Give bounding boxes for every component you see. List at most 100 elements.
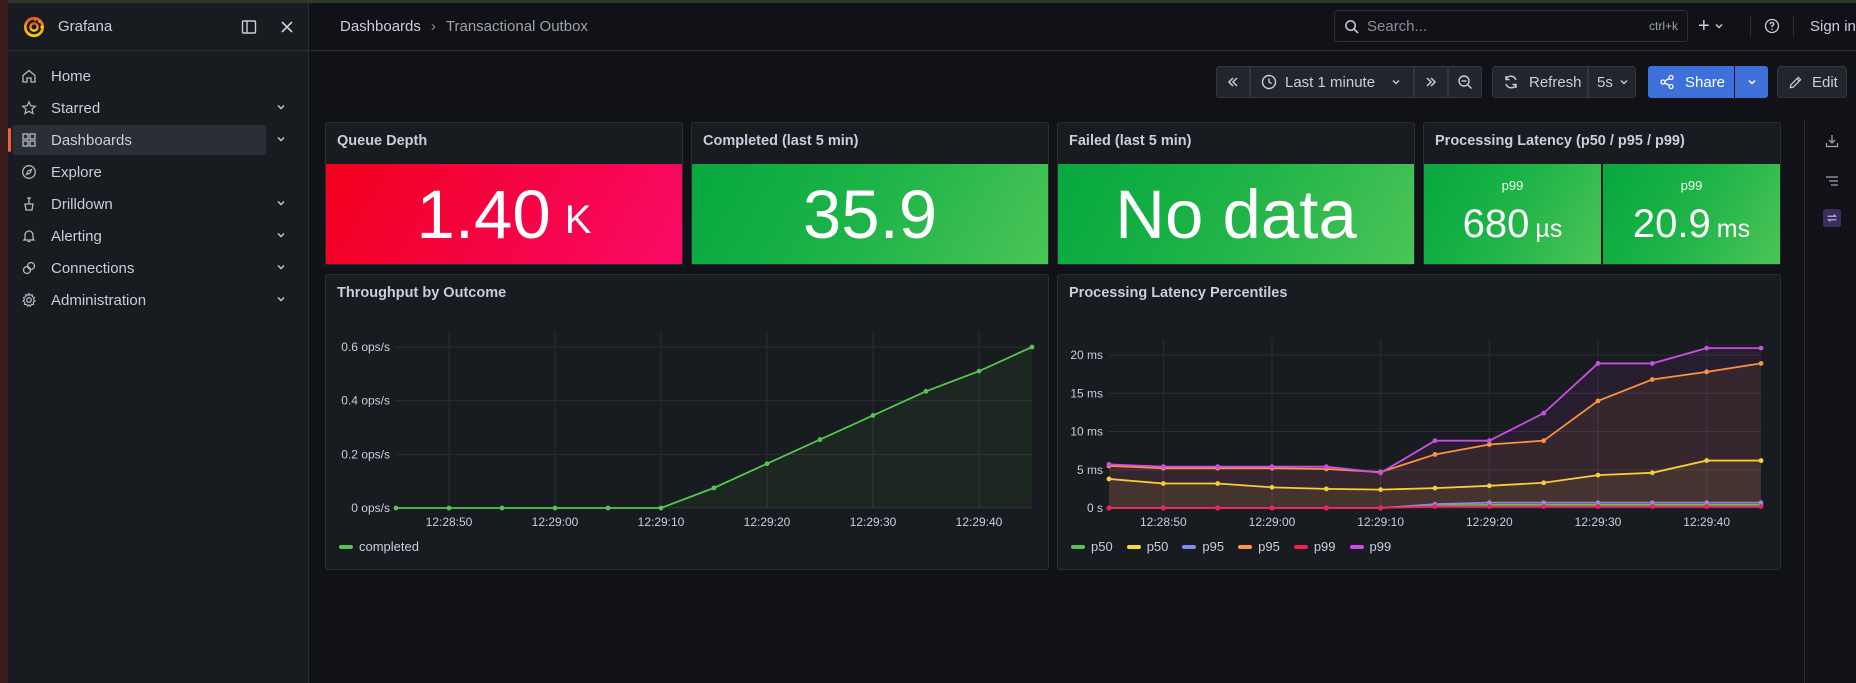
chevron-down-icon[interactable]: [274, 197, 288, 211]
close-icon[interactable]: [278, 18, 296, 36]
sidebar-item-label: Drilldown: [51, 195, 113, 213]
transform-icon[interactable]: [1823, 209, 1841, 227]
sidebar: Grafana Home Starred Dashboards Explore Dril…: [8, 3, 309, 683]
legend-swatch: [1293, 544, 1308, 549]
sidebar-item-drilldown[interactable]: Drilldown: [12, 189, 285, 219]
pencil-icon: [1789, 75, 1802, 88]
download-icon[interactable]: [1823, 132, 1841, 150]
sidebar-item-starred[interactable]: Starred: [12, 93, 285, 123]
window-top-border: [0, 0, 1856, 3]
data-point: [1432, 452, 1438, 457]
data-point: [1378, 487, 1384, 493]
outline-icon[interactable]: [1823, 172, 1841, 190]
dock-menu-icon[interactable]: [240, 18, 258, 36]
sidebar-item-dashboards[interactable]: Dashboards: [8, 125, 285, 155]
sidebar-item-alerting[interactable]: Alerting: [12, 221, 285, 251]
data-point: [1649, 470, 1655, 476]
data-point: [711, 485, 717, 491]
legend-label: p95: [1258, 539, 1280, 554]
legend-item[interactable]: completed: [339, 539, 419, 554]
legend-item[interactable]: p50: [1126, 539, 1168, 554]
queue-depth-panel: Queue Depth 1.40 K: [325, 122, 683, 265]
data-point: [1106, 476, 1112, 482]
data-point: [1595, 504, 1601, 509]
compass-icon: [20, 163, 38, 181]
data-point: [1378, 505, 1384, 511]
legend-item[interactable]: p99: [1293, 539, 1336, 554]
sidebar-item-label: Administration: [51, 291, 147, 309]
chevron-down-icon[interactable]: [274, 229, 288, 243]
stat-unit: K: [564, 197, 592, 242]
grafana-logo-icon[interactable]: [23, 16, 45, 38]
stat-cell-p99-us: p99 680 µs: [1424, 164, 1601, 264]
data-point: [605, 505, 611, 511]
home-icon: [20, 67, 38, 85]
x-tick-label: 12:29:40: [956, 515, 1003, 529]
data-point: [1269, 464, 1275, 470]
x-tick-label: 12:28:50: [426, 515, 473, 529]
sidebar-item-administration[interactable]: Administration: [12, 285, 285, 315]
y-tick-label: 15 ms: [1070, 386, 1103, 400]
plus-icon: +: [1698, 15, 1710, 37]
chevron-down-icon: [1747, 79, 1756, 85]
data-point: [1704, 458, 1710, 463]
data-point: [976, 368, 982, 374]
data-point: [1160, 464, 1166, 470]
time-shift-forward-button[interactable]: [1414, 66, 1448, 98]
edit-button[interactable]: Edit: [1777, 66, 1847, 98]
y-tick-label: 0.4 ops/s: [341, 394, 390, 408]
data-point: [1758, 504, 1764, 509]
chevron-down-icon[interactable]: [274, 101, 288, 115]
data-point: [1541, 410, 1547, 416]
time-shift-back-button[interactable]: [1216, 66, 1250, 98]
legend-item[interactable]: p99: [1349, 539, 1391, 554]
search-shortcut: ctrl+k: [1648, 19, 1678, 33]
legend-label: p95: [1202, 539, 1225, 554]
refresh-button[interactable]: Refresh: [1492, 66, 1588, 98]
share-button[interactable]: Share: [1648, 66, 1734, 98]
breadcrumb: Dashboards › Transactional Outbox: [340, 18, 588, 35]
zoom-out-icon: [1458, 75, 1472, 89]
data-point: [1486, 504, 1492, 509]
x-tick-label: 12:29:30: [1575, 515, 1622, 529]
sidebar-item-label: Connections: [51, 259, 135, 277]
legend-item[interactable]: p95: [1238, 539, 1280, 554]
stat-cell-label: p99: [1680, 178, 1703, 193]
stat-cell-number: 20.9: [1632, 202, 1711, 246]
data-point: [1704, 369, 1710, 375]
stat-cell-value: 680 µs: [1424, 202, 1601, 247]
sidebar-item-connections[interactable]: Connections: [12, 253, 285, 283]
chart-legend: p50 p50 p95 p95 p99 p99: [1071, 539, 1391, 554]
app-name: Grafana: [58, 18, 113, 35]
refresh-interval-picker[interactable]: 5s: [1588, 66, 1636, 98]
time-range-picker[interactable]: Last 1 minute: [1250, 66, 1414, 98]
chevron-down-icon[interactable]: [274, 293, 288, 307]
series-area: [1109, 460, 1761, 508]
data-point: [1758, 458, 1764, 463]
y-tick-label: 0.6 ops/s: [341, 340, 390, 354]
data-point: [1758, 345, 1764, 351]
stat-cell-unit: ms: [1716, 215, 1751, 243]
gear-icon: [20, 291, 38, 309]
panel-title: Completed (last 5 min): [703, 133, 859, 149]
new-menu-button[interactable]: +: [1698, 16, 1738, 36]
sidebar-item-home[interactable]: Home: [12, 61, 266, 91]
sidebar-item-explore[interactable]: Explore: [12, 157, 266, 187]
legend-item[interactable]: p95: [1182, 539, 1224, 554]
share-options-button[interactable]: [1735, 66, 1768, 98]
sign-in-link[interactable]: Sign in: [1810, 17, 1856, 35]
x-tick-label: 12:29:40: [1683, 515, 1730, 529]
breadcrumb-dashboards[interactable]: Dashboards: [340, 18, 421, 35]
y-tick-label: 0 ops/s: [351, 501, 390, 515]
help-icon[interactable]: [1763, 17, 1781, 35]
zoom-out-button[interactable]: [1448, 66, 1482, 98]
data-point: [1649, 361, 1655, 366]
chevron-down-icon[interactable]: [274, 133, 288, 147]
stat-cell-value: 20.9 ms: [1603, 202, 1780, 247]
chevron-down-icon[interactable]: [274, 261, 288, 275]
x-tick-label: 12:29:10: [638, 515, 685, 529]
dashboard-side-rail: [1804, 120, 1856, 683]
legend-item[interactable]: p50: [1071, 539, 1113, 554]
connections-icon: [20, 259, 38, 277]
search-input[interactable]: Search... ctrl+k: [1334, 10, 1688, 42]
